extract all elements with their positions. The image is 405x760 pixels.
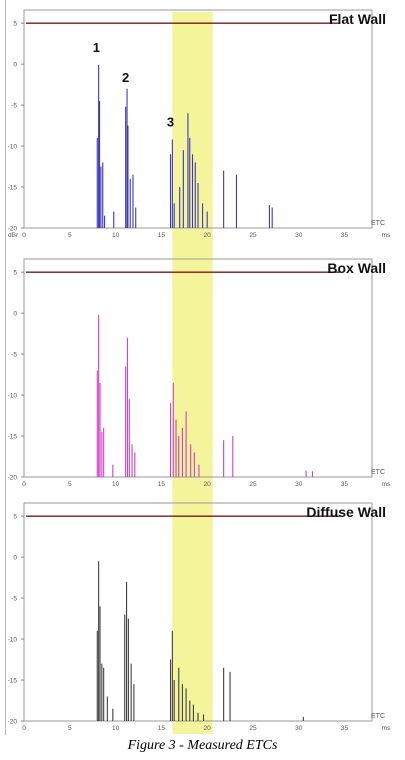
chart-1-x-tick-label: 10 bbox=[112, 232, 120, 239]
chart-3-y-tick-label: -5 bbox=[11, 596, 17, 603]
chart-1-y-unit: dBr bbox=[8, 232, 19, 239]
figure-caption: Figure 3 - Measured ETCs bbox=[127, 738, 278, 753]
chart-1-title: Flat Wall bbox=[329, 11, 386, 27]
chart-1-x-tick-label: 30 bbox=[295, 232, 303, 239]
chart-2-x-unit: ms bbox=[382, 481, 391, 488]
chart-2-x-tick-label: 30 bbox=[295, 481, 303, 488]
chart-3-x-tick-label: 15 bbox=[158, 725, 166, 732]
chart-1-y-tick-label: -10 bbox=[8, 144, 18, 151]
chart-3-x-tick-label: 5 bbox=[68, 725, 72, 732]
chart-1-y-tick-label: -5 bbox=[11, 103, 17, 110]
chart-3-x-tick-label: 35 bbox=[341, 725, 349, 732]
chart-1-annotation: 3 bbox=[167, 114, 174, 129]
chart-3-y-tick-label: -15 bbox=[8, 678, 18, 685]
chart-1-x-tick-label: 5 bbox=[68, 232, 72, 239]
chart-1-x-unit: ms bbox=[382, 232, 391, 239]
chart-3-y-tick-label: -20 bbox=[8, 719, 18, 726]
chart-3-y-tick-label: -10 bbox=[8, 637, 18, 644]
page-left-border bbox=[5, 0, 6, 735]
chart-2-y-tick-label: 0 bbox=[13, 311, 17, 318]
chart-1-x-tick-label: 25 bbox=[249, 232, 257, 239]
chart-3-x-tick-label: 25 bbox=[249, 725, 257, 732]
chart-2-x-tick-label: 5 bbox=[68, 481, 72, 488]
chart-3-y-tick-label: 0 bbox=[13, 555, 17, 562]
chart-1-legend-label: ETC bbox=[371, 220, 385, 227]
chart-1-x-tick-label: 35 bbox=[341, 232, 349, 239]
chart-1-y-tick-label: 0 bbox=[13, 62, 17, 69]
chart-2-x-tick-label: 35 bbox=[341, 481, 349, 488]
chart-1-x-tick-label: 20 bbox=[204, 232, 212, 239]
chart-3-x-unit: ms bbox=[382, 725, 391, 732]
chart-3-x-tick-label: 0 bbox=[22, 725, 26, 732]
chart-2-y-tick-label: -5 bbox=[11, 352, 17, 359]
chart-2-legend-label: ETC bbox=[371, 469, 385, 476]
chart-2-y-tick-label: 5 bbox=[13, 270, 17, 277]
chart-2-y-tick-label: -20 bbox=[8, 475, 18, 482]
chart-2-y-tick-label: -10 bbox=[8, 393, 18, 400]
chart-3-x-tick-label: 10 bbox=[112, 725, 120, 732]
chart-3-title: Diffuse Wall bbox=[306, 504, 386, 520]
chart-2-x-tick-label: 20 bbox=[204, 481, 212, 488]
chart-2-y-tick-label: -15 bbox=[8, 434, 18, 441]
chart-1-y-tick-label: -15 bbox=[8, 185, 18, 192]
chart-1-x-tick-label: 15 bbox=[158, 232, 166, 239]
chart-3-x-tick-label: 20 bbox=[204, 725, 212, 732]
chart-2-title: Box Wall bbox=[327, 260, 386, 276]
chart-1-annotation: 1 bbox=[93, 40, 100, 55]
chart-1-y-tick-label: 5 bbox=[13, 21, 17, 28]
chart-2-x-tick-label: 25 bbox=[249, 481, 257, 488]
chart-2-x-tick-label: 0 bbox=[22, 481, 26, 488]
highlight-band bbox=[172, 12, 213, 734]
chart-1-x-tick-label: 0 bbox=[22, 232, 26, 239]
chart-3-legend-label: ETC bbox=[371, 713, 385, 720]
chart-3-y-tick-label: 5 bbox=[13, 514, 17, 521]
chart-3-x-tick-label: 30 bbox=[295, 725, 303, 732]
chart-2-x-tick-label: 15 bbox=[158, 481, 166, 488]
chart-1-annotation: 2 bbox=[122, 70, 129, 85]
chart-2-x-tick-label: 10 bbox=[112, 481, 120, 488]
chart-1-y-tick-label: -20 bbox=[8, 226, 18, 233]
